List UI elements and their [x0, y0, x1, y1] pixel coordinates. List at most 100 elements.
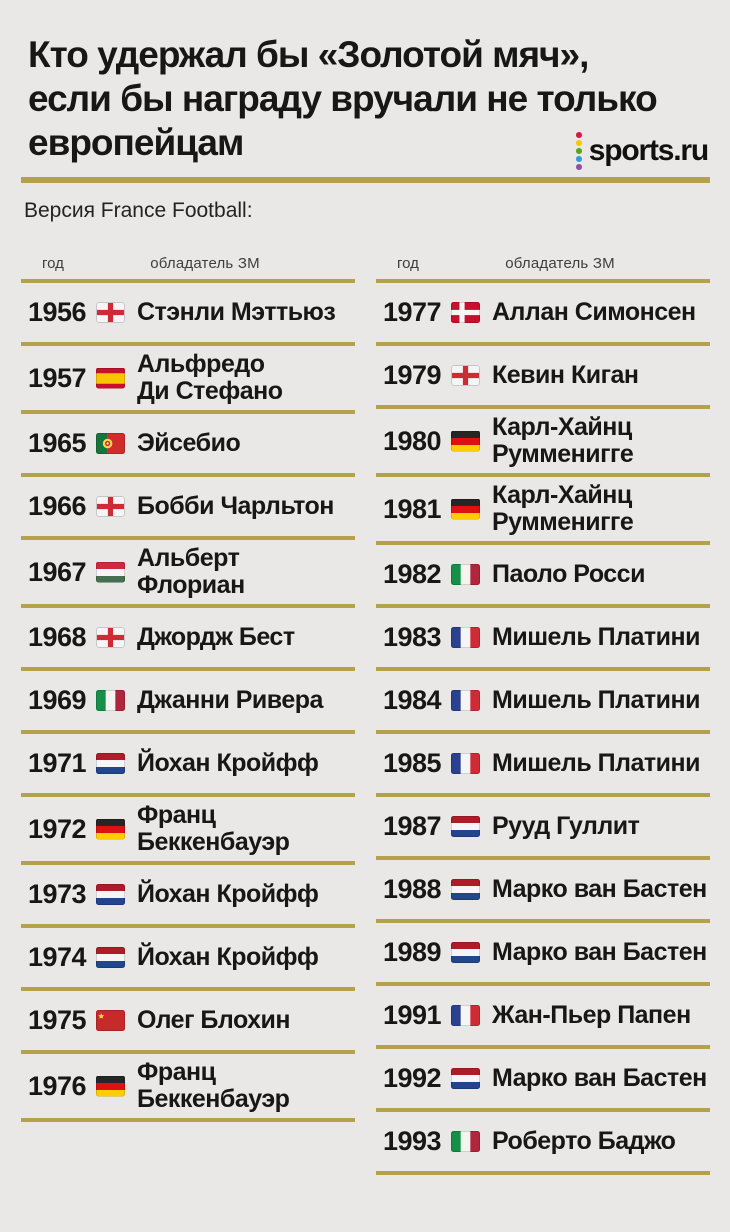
table-row: 1984 Мишель Платини [376, 671, 710, 734]
flag-netherlands-icon [451, 1068, 480, 1089]
flag-netherlands-icon [451, 879, 480, 900]
table-row: 1976 Франц Беккенбауэр [21, 1054, 355, 1122]
winner-cell: Франц Беккенбауэр [137, 801, 290, 856]
table-header: год обладатель ЗМ [21, 255, 355, 272]
year-cell: 1973 [28, 879, 87, 909]
winner-cell: Марко ван Бастен [492, 938, 707, 966]
winner-cell: Мишель Платини [492, 623, 700, 651]
table-row: 1982 Паоло Росси [376, 545, 710, 608]
flag-netherlands-icon [451, 816, 480, 837]
table-row: 1988 Марко ван Бастен [376, 860, 710, 923]
flag-germany-icon [451, 499, 480, 520]
table-row: 1966 Бобби Чарльтон [21, 477, 355, 540]
winner-cell: Йохан Кройфф [137, 749, 319, 777]
winner-cell: Мишель Платини [492, 686, 700, 714]
sports-ru-logo: sports.ru [576, 132, 709, 170]
table-rows: 1956 Стэнли Мэттьюз 1957 Альфредо Ди Стефан… [21, 279, 355, 1122]
flag-italy-icon [451, 1131, 480, 1152]
year-cell: 1967 [28, 556, 87, 587]
year-cell: 1968 [28, 622, 87, 652]
table-row: 1973 Йохан Кройфф [21, 865, 355, 928]
winner-cell: Джордж Бест [137, 623, 295, 651]
title-line: европейцам [28, 122, 244, 163]
year-cell: 1983 [383, 622, 442, 652]
table-row: 1992 Марко ван Бастен [376, 1049, 710, 1112]
winner-cell: Альфредо Ди Стефано [137, 350, 283, 405]
year-cell: 1965 [28, 428, 87, 458]
flag-netherlands-icon [96, 753, 125, 774]
year-cell: 1957 [28, 362, 87, 393]
logo-dot [576, 155, 582, 162]
flag-netherlands-icon [96, 947, 125, 968]
table-row: 1980 Карл-Хайнц Румменигге [376, 409, 710, 477]
flag-spain-icon [96, 368, 125, 389]
table-row: 1974 Йохан Кройфф [21, 928, 355, 991]
flag-england-icon [96, 302, 125, 323]
table-row: 1985 Мишель Платини [376, 734, 710, 797]
year-cell: 1975 [28, 1005, 87, 1035]
winner-cell: Паоло Росси [492, 560, 645, 588]
table-row: 1977 Аллан Симонсен [376, 283, 710, 346]
year-cell: 1982 [383, 559, 442, 589]
table-row: 1991 Жан-Пьер Папен [376, 986, 710, 1049]
winner-cell: Джанни Ривера [137, 686, 323, 714]
table-row: 1967 Альберт Флориан [21, 540, 355, 608]
title-line: Кто удержал бы «Золотой мяч», [28, 34, 589, 75]
flag-netherlands-icon [451, 942, 480, 963]
flag-france-icon [451, 753, 480, 774]
flag-germany-icon [96, 1076, 125, 1097]
year-cell: 1991 [383, 1000, 442, 1030]
logo-dot [576, 163, 582, 170]
winner-cell: Жан-Пьер Папен [492, 1001, 691, 1029]
table-row: 1981 Карл-Хайнц Румменигге [376, 477, 710, 545]
subtitle: Версия France Football: [24, 199, 253, 222]
winner-cell: Роберто Баджо [492, 1127, 676, 1155]
table-row: 1969 Джанни Ривера [21, 671, 355, 734]
winner-cell: Франц Беккенбауэр [137, 1058, 290, 1113]
flag-france-icon [451, 627, 480, 648]
year-cell: 1979 [383, 360, 442, 390]
winner-cell: Аллан Симонсен [492, 298, 696, 326]
winner-cell: Олег Блохин [137, 1006, 290, 1034]
winner-cell: Марко ван Бастен [492, 1064, 707, 1092]
table-row: 1968 Джордж Бест [21, 608, 355, 671]
year-cell: 1987 [383, 811, 442, 841]
winner-cell: Карл-Хайнц Румменигге [492, 413, 634, 468]
winners-table: год обладатель ЗМ 1956 Стэнли Мэттьюз 1957… [21, 255, 710, 1175]
flag-germany-icon [96, 819, 125, 840]
logo-dot [576, 132, 582, 138]
table-column-left: год обладатель ЗМ 1956 Стэнли Мэттьюз 1957… [21, 255, 355, 1175]
year-cell: 1971 [28, 748, 87, 778]
flag-portugal-icon [96, 433, 125, 454]
year-cell: 1981 [383, 493, 442, 524]
col-header-year: год [397, 255, 419, 272]
table-row: 1971 Йохан Кройфф [21, 734, 355, 797]
table-row: 1965 Эйсебио [21, 414, 355, 477]
col-header-owner: обладатель ЗМ [505, 255, 615, 272]
year-cell: 1974 [28, 942, 87, 972]
flag-england-icon [451, 365, 480, 386]
flag-france-icon [451, 690, 480, 711]
table-column-right: год обладатель ЗМ 1977 Аллан Симонсен 1979… [376, 255, 710, 1175]
winner-cell: Йохан Кройфф [137, 880, 319, 908]
page-title: Кто удержал бы «Золотой мяч», если бы на… [28, 33, 710, 165]
year-cell: 1966 [28, 491, 87, 521]
table-row: 1975 Олег Блохин [21, 991, 355, 1054]
divider [21, 177, 710, 183]
table-header: год обладатель ЗМ [376, 255, 710, 272]
winner-cell: Карл-Хайнц Румменигге [492, 481, 634, 536]
col-header-year: год [42, 255, 64, 272]
flag-england-icon [96, 496, 125, 517]
table-row: 1956 Стэнли Мэттьюз [21, 283, 355, 346]
year-cell: 1969 [28, 685, 87, 715]
year-cell: 1989 [383, 937, 442, 967]
table-row: 1989 Марко ван Бастен [376, 923, 710, 986]
flag-england-icon [96, 627, 125, 648]
winner-cell: Рууд Гуллит [492, 812, 640, 840]
table-rows: 1977 Аллан Симонсен 1979 Кевин Киган 1980 Кар… [376, 279, 710, 1175]
winner-cell: Йохан Кройфф [137, 943, 319, 971]
year-cell: 1984 [383, 685, 442, 715]
logo-dot [576, 147, 582, 154]
year-cell: 1988 [383, 874, 442, 904]
winner-cell: Кевин Киган [492, 361, 639, 389]
